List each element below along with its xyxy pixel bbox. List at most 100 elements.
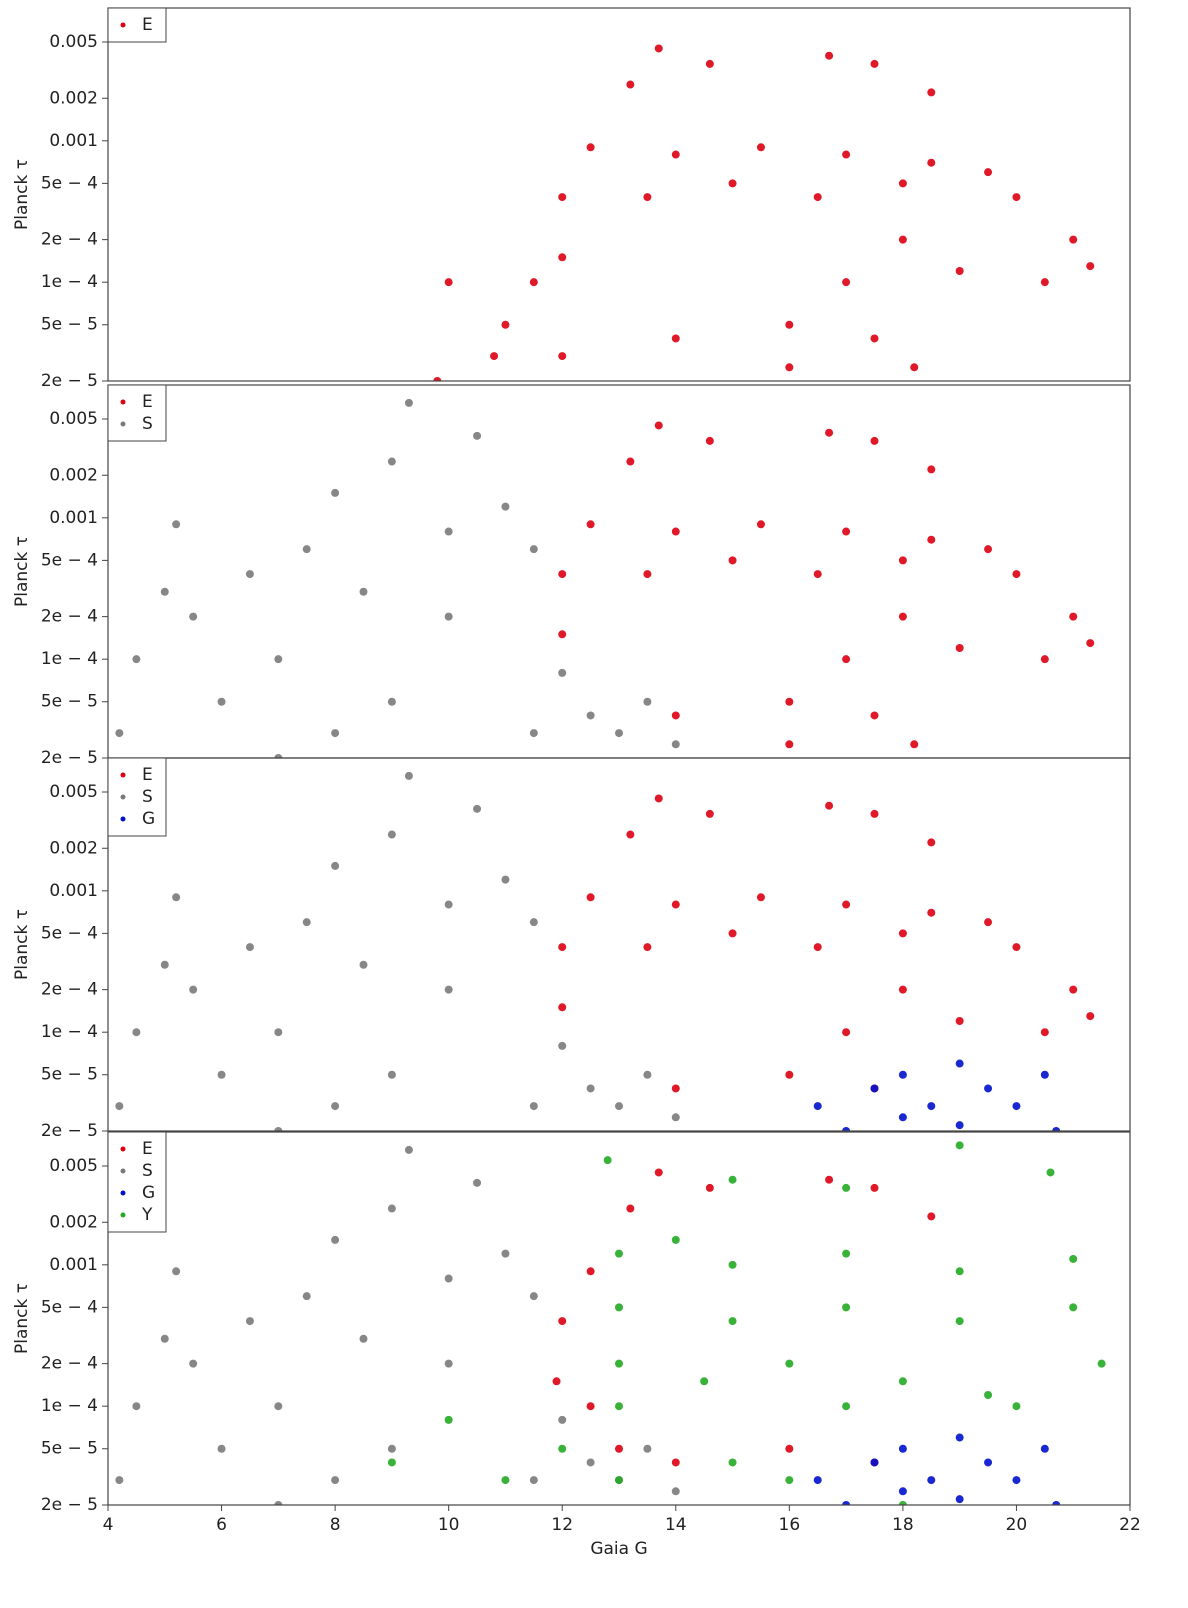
point [870, 1183, 879, 1192]
point [274, 1402, 283, 1411]
point [245, 570, 254, 579]
y-tick-label: 2e − 5 [41, 748, 98, 768]
point [615, 1102, 623, 1111]
point [274, 754, 283, 758]
point [825, 428, 834, 437]
legend-label: S [142, 787, 153, 807]
point [529, 1476, 538, 1485]
point [870, 711, 879, 720]
point [558, 1444, 567, 1453]
legend-marker [120, 22, 126, 28]
point [1046, 1168, 1055, 1177]
point [785, 1359, 794, 1368]
y-tick-label: 2e − 4 [41, 230, 98, 250]
y-tick-label: 5e − 5 [41, 1439, 98, 1459]
point [671, 1235, 680, 1244]
frame [107, 7, 1131, 382]
point [558, 352, 567, 361]
y-tick-label: 1e − 4 [41, 1396, 98, 1416]
point [501, 1476, 510, 1485]
x-tick-label: 4 [103, 1515, 114, 1535]
point [160, 960, 169, 969]
point [955, 266, 964, 275]
point [654, 44, 663, 53]
point [898, 235, 907, 244]
point [671, 1113, 680, 1122]
point [132, 1028, 141, 1037]
point [785, 1070, 794, 1079]
legend-label: Y [141, 1205, 153, 1225]
legend-marker [120, 1212, 126, 1218]
point [705, 809, 714, 818]
point [274, 1127, 283, 1131]
point [274, 655, 283, 664]
point [387, 457, 396, 466]
point [643, 193, 652, 202]
point [586, 893, 595, 902]
point [115, 1476, 124, 1485]
point [1069, 1303, 1078, 1312]
point [274, 1028, 283, 1037]
point [842, 1183, 851, 1192]
point [927, 908, 936, 917]
point [189, 612, 198, 621]
point [984, 1390, 993, 1399]
legend-label: S [142, 414, 153, 434]
point [898, 1377, 907, 1386]
point [586, 1084, 595, 1093]
point [217, 1070, 226, 1079]
x-tick-label: 20 [1006, 1515, 1028, 1535]
point [927, 1212, 936, 1221]
legend-label: E [142, 392, 153, 412]
y-tick-label: 0.005 [49, 782, 98, 802]
point [387, 1444, 396, 1453]
point [387, 830, 396, 839]
point [842, 1127, 851, 1131]
x-tick-label: 14 [665, 1515, 687, 1535]
point [626, 80, 635, 89]
point [671, 150, 680, 159]
y-tick-label: 5e − 5 [41, 315, 98, 335]
y-axis-label: Planck τ [12, 536, 32, 607]
point [558, 1415, 567, 1424]
point [1052, 1501, 1061, 1505]
point [1052, 1127, 1061, 1131]
point [825, 51, 834, 60]
point [444, 1415, 453, 1424]
point [756, 520, 765, 529]
y-axis-label: Planck τ [12, 1283, 32, 1354]
point [870, 59, 879, 68]
point [331, 729, 340, 738]
point [558, 570, 567, 579]
point [842, 1028, 851, 1037]
point [984, 1458, 993, 1467]
legend-box [107, 1131, 167, 1233]
point [984, 545, 993, 554]
point [558, 1003, 567, 1012]
point [1069, 612, 1078, 621]
point [529, 545, 538, 554]
point [558, 943, 567, 952]
point [444, 985, 453, 994]
point [172, 520, 181, 529]
point [898, 929, 907, 938]
point [898, 1444, 907, 1453]
point [984, 918, 993, 927]
point [217, 1444, 226, 1453]
point [586, 1402, 595, 1411]
point [898, 556, 907, 565]
point [756, 893, 765, 902]
point [189, 1359, 198, 1368]
point [756, 143, 765, 152]
point [654, 794, 663, 803]
point [813, 1102, 822, 1111]
plot-area [115, 771, 1095, 1131]
point [955, 1495, 964, 1504]
legend-box [107, 757, 167, 837]
y-tick-label: 2e − 5 [41, 371, 98, 391]
point [1040, 1444, 1049, 1453]
point [404, 398, 413, 407]
point [654, 421, 663, 430]
point [643, 570, 652, 579]
